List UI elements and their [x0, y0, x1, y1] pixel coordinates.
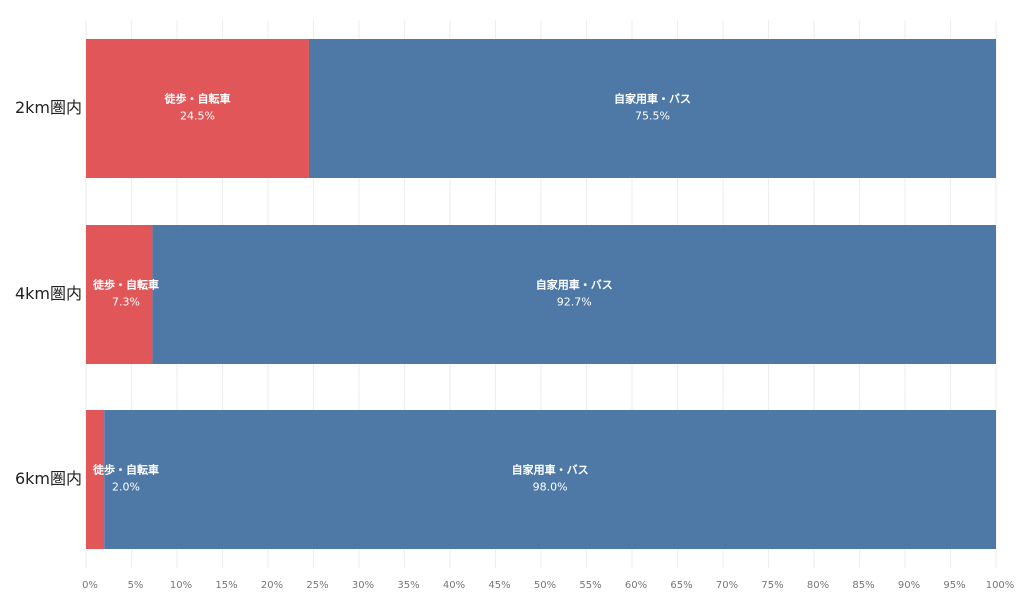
- x-tick-label: 90%: [898, 580, 920, 591]
- segment-label: 自家用車・バス: [614, 92, 691, 106]
- x-tick-label: 5%: [128, 580, 144, 591]
- segment-label: 徒歩・自転車: [92, 463, 159, 477]
- x-tick-label: 30%: [352, 580, 374, 591]
- bar-segment: [86, 225, 153, 364]
- x-tick-label: 65%: [670, 580, 692, 591]
- x-tick-label: 35%: [397, 580, 419, 591]
- x-tick-label: 45%: [488, 580, 510, 591]
- x-tick-label: 55%: [579, 580, 601, 591]
- category-label: 4km圏内: [15, 284, 82, 303]
- bar-segment: [86, 410, 105, 549]
- category-label: 2km圏内: [15, 98, 82, 117]
- segment-label: 自家用車・バス: [536, 278, 613, 292]
- x-tick-label: 10%: [170, 580, 192, 591]
- x-tick-label: 85%: [852, 580, 874, 591]
- bar-segment: [86, 39, 309, 178]
- x-tick-label: 25%: [306, 580, 328, 591]
- x-tick-label: 50%: [534, 580, 556, 591]
- segment-label: 自家用車・バス: [512, 463, 589, 477]
- data-label: 75.5%: [635, 110, 670, 123]
- segment-label: 徒歩・自転車: [163, 92, 230, 106]
- bar-segment: [104, 410, 996, 549]
- data-label: 98.0%: [533, 481, 568, 494]
- x-tick-label: 40%: [443, 580, 465, 591]
- category-label: 6km圏内: [15, 469, 82, 488]
- x-tick-label: 100%: [986, 580, 1015, 591]
- data-label: 92.7%: [557, 296, 592, 309]
- x-tick-label: 20%: [261, 580, 283, 591]
- bar-segment: [152, 225, 996, 364]
- data-label: 24.5%: [180, 110, 215, 123]
- x-tick-label: 70%: [716, 580, 738, 591]
- x-tick-label: 75%: [761, 580, 783, 591]
- bar-segment: [308, 39, 996, 178]
- x-tick-label: 95%: [943, 580, 965, 591]
- segment-label: 徒歩・自転車: [92, 278, 159, 292]
- x-tick-label: 60%: [625, 580, 647, 591]
- data-label: 7.3%: [112, 296, 140, 309]
- x-tick-label: 0%: [82, 580, 98, 591]
- data-label: 2.0%: [112, 481, 140, 494]
- x-tick-label: 80%: [807, 580, 829, 591]
- x-tick-label: 15%: [215, 580, 237, 591]
